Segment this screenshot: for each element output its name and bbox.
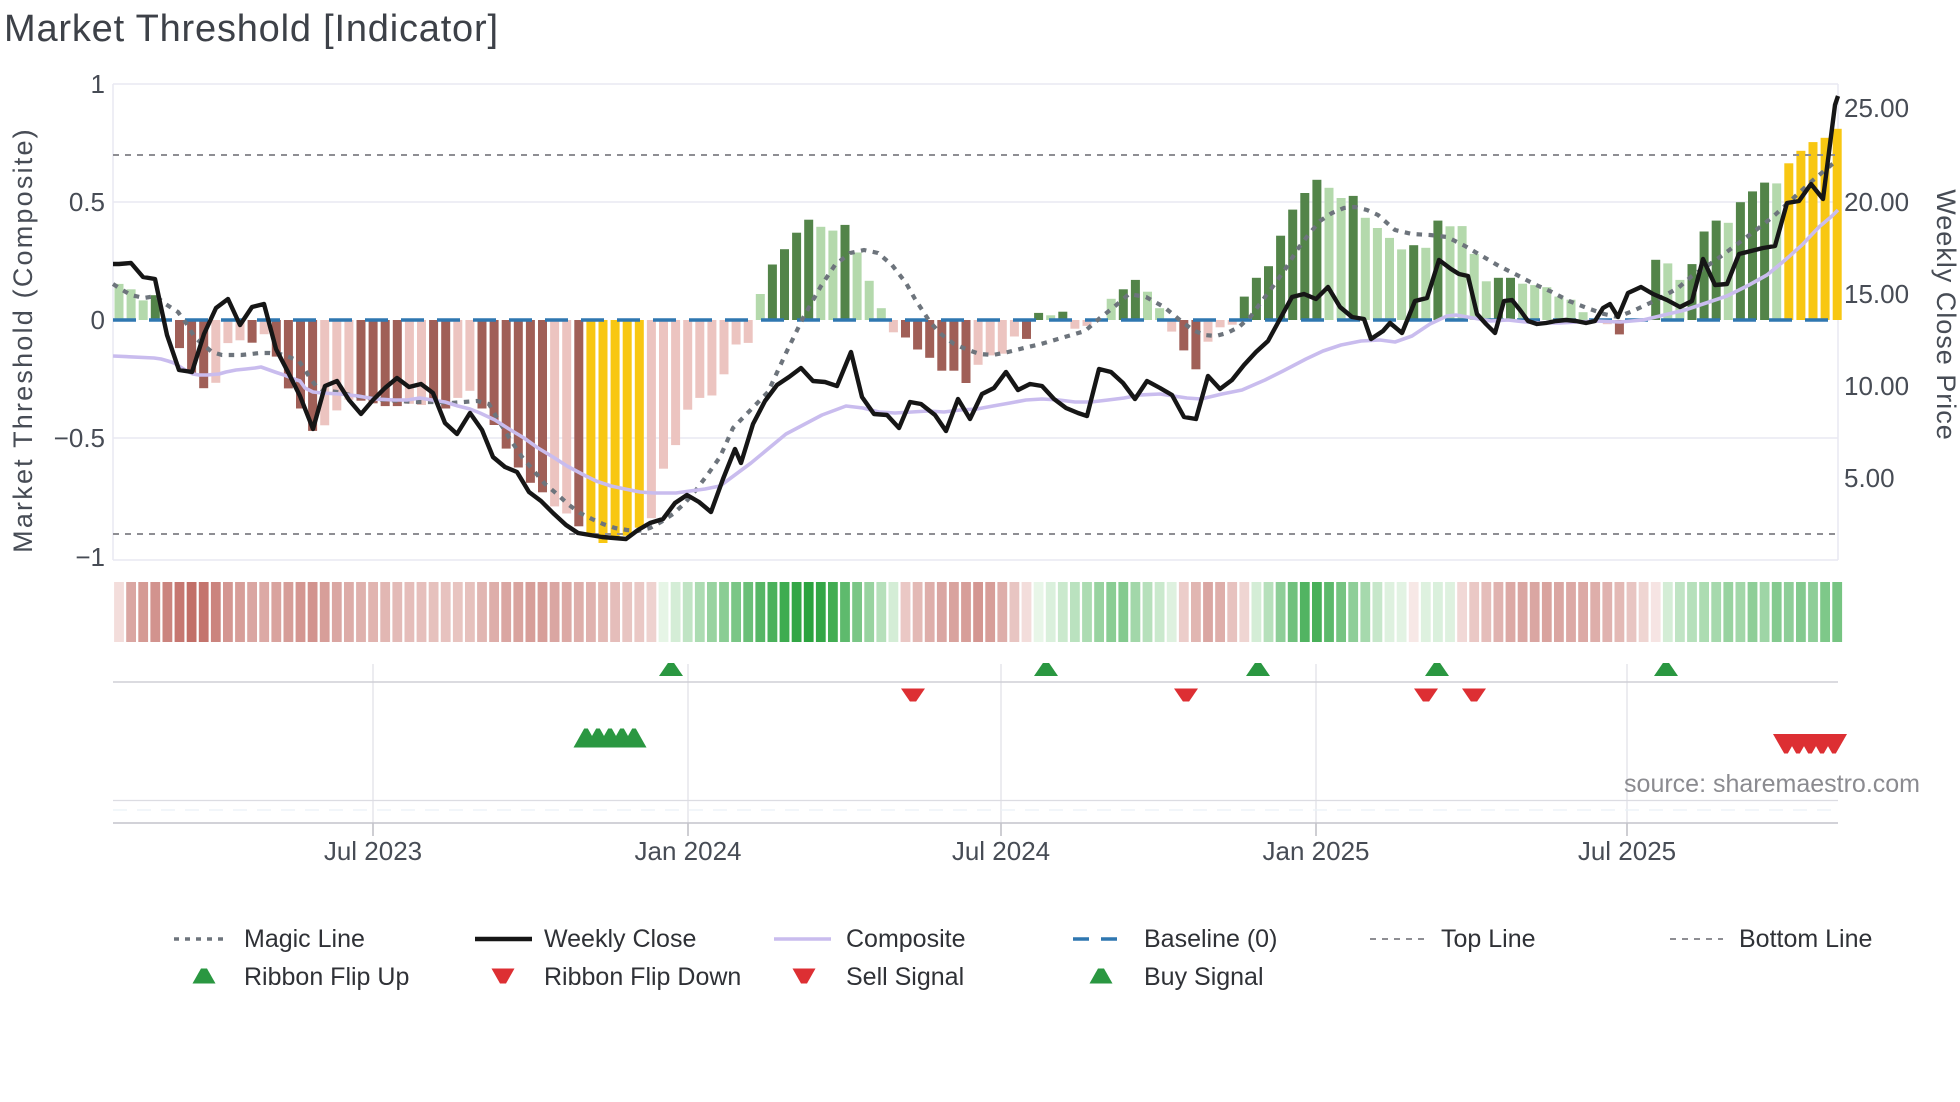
svg-text:5.00: 5.00 <box>1844 463 1895 493</box>
svg-text:−1: −1 <box>75 542 105 572</box>
svg-text:Jul 2024: Jul 2024 <box>952 836 1050 866</box>
svg-text:Magic Line: Magic Line <box>244 925 365 953</box>
svg-text:Ribbon Flip Up: Ribbon Flip Up <box>244 963 409 991</box>
svg-text:Bottom Line: Bottom Line <box>1739 925 1872 953</box>
svg-text:Jul 2025: Jul 2025 <box>1578 836 1676 866</box>
svg-text:Jul 2023: Jul 2023 <box>324 836 422 866</box>
svg-text:Top Line: Top Line <box>1441 925 1536 953</box>
svg-text:1: 1 <box>91 69 105 99</box>
svg-text:Market Threshold (Composite): Market Threshold (Composite) <box>8 127 38 553</box>
svg-text:Sell Signal: Sell Signal <box>846 963 964 991</box>
svg-text:Buy Signal: Buy Signal <box>1144 963 1264 991</box>
svg-text:Ribbon Flip Down: Ribbon Flip Down <box>544 963 741 991</box>
svg-text:−0.5: −0.5 <box>54 423 105 453</box>
svg-text:source: sharemaestro.com: source: sharemaestro.com <box>1624 770 1920 798</box>
svg-text:Composite: Composite <box>846 925 966 953</box>
svg-text:25.00: 25.00 <box>1844 93 1909 123</box>
svg-text:15.00: 15.00 <box>1844 279 1909 309</box>
svg-text:10.00: 10.00 <box>1844 371 1909 401</box>
svg-text:0: 0 <box>91 305 105 335</box>
svg-text:20.00: 20.00 <box>1844 187 1909 217</box>
svg-text:Weekly Close: Weekly Close <box>544 925 696 953</box>
svg-text:Jan 2025: Jan 2025 <box>1263 836 1370 866</box>
svg-text:0.5: 0.5 <box>69 187 105 217</box>
svg-text:Weekly Close Price: Weekly Close Price <box>1931 189 1960 441</box>
svg-text:Jan 2024: Jan 2024 <box>635 836 742 866</box>
svg-text:Market Threshold [Indicator]: Market Threshold [Indicator] <box>4 8 499 50</box>
svg-text:Baseline (0): Baseline (0) <box>1144 925 1277 953</box>
